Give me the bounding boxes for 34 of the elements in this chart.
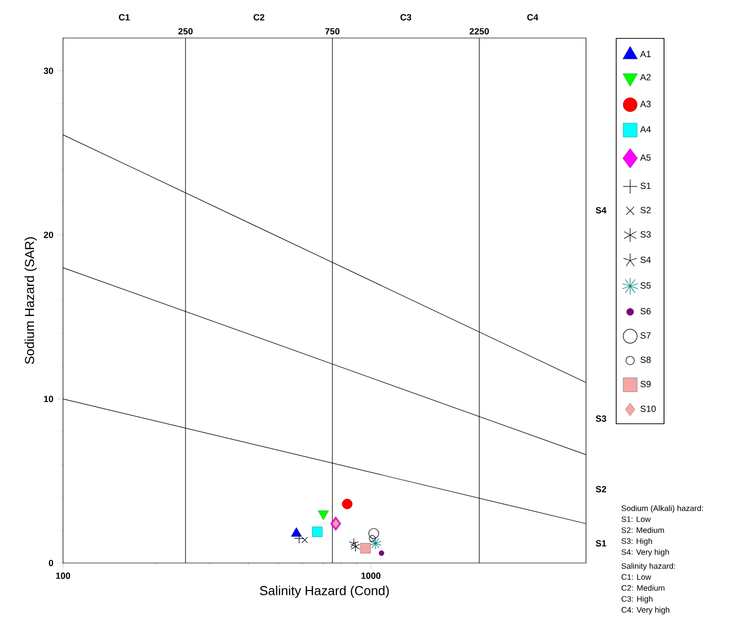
legend-label: S7 <box>640 332 651 339</box>
text: C1 <box>118 14 130 20</box>
y-axis-title: Sodium Hazard (SAR) <box>24 237 37 364</box>
legend-label: S10 <box>640 406 656 412</box>
text: S3 <box>596 415 606 422</box>
legend-label: A5 <box>640 154 651 161</box>
legend-label: S5 <box>640 282 651 289</box>
ref-line-label: 2250 <box>470 28 489 34</box>
legend-label: A2 <box>640 74 651 80</box>
text: S1 <box>596 540 606 546</box>
y-tick-label: 0 <box>48 560 54 566</box>
x-tick-label: 100 <box>56 572 70 579</box>
legend-label: A4 <box>640 126 651 132</box>
legend-label: S9 <box>640 380 651 388</box>
ref-line-label: 750 <box>325 28 340 34</box>
legend-label: S6 <box>640 308 651 314</box>
legend-label: A1 <box>640 50 651 58</box>
y-tick-label: 20 <box>44 232 54 238</box>
legend-label: S4 <box>640 256 651 263</box>
legend-label: S1 <box>640 182 651 189</box>
legend-label: S2 <box>640 206 651 214</box>
x-axis-title: Salinity Hazard (Cond) <box>260 586 389 598</box>
text: C4 <box>527 14 538 20</box>
text: C3 <box>400 14 412 20</box>
x-tick-label: 1000 <box>361 572 380 579</box>
y-tick-label: 30 <box>44 68 54 74</box>
ref-line-label: 250 <box>178 28 193 34</box>
legend-label: A3 <box>640 100 651 108</box>
text: S2 <box>596 486 606 492</box>
legend-label: S8 <box>640 356 651 363</box>
legend-label: S3 <box>640 231 651 238</box>
y-tick-label: 10 <box>44 396 54 402</box>
text: C2 <box>254 14 264 20</box>
text: S4 <box>596 207 606 214</box>
